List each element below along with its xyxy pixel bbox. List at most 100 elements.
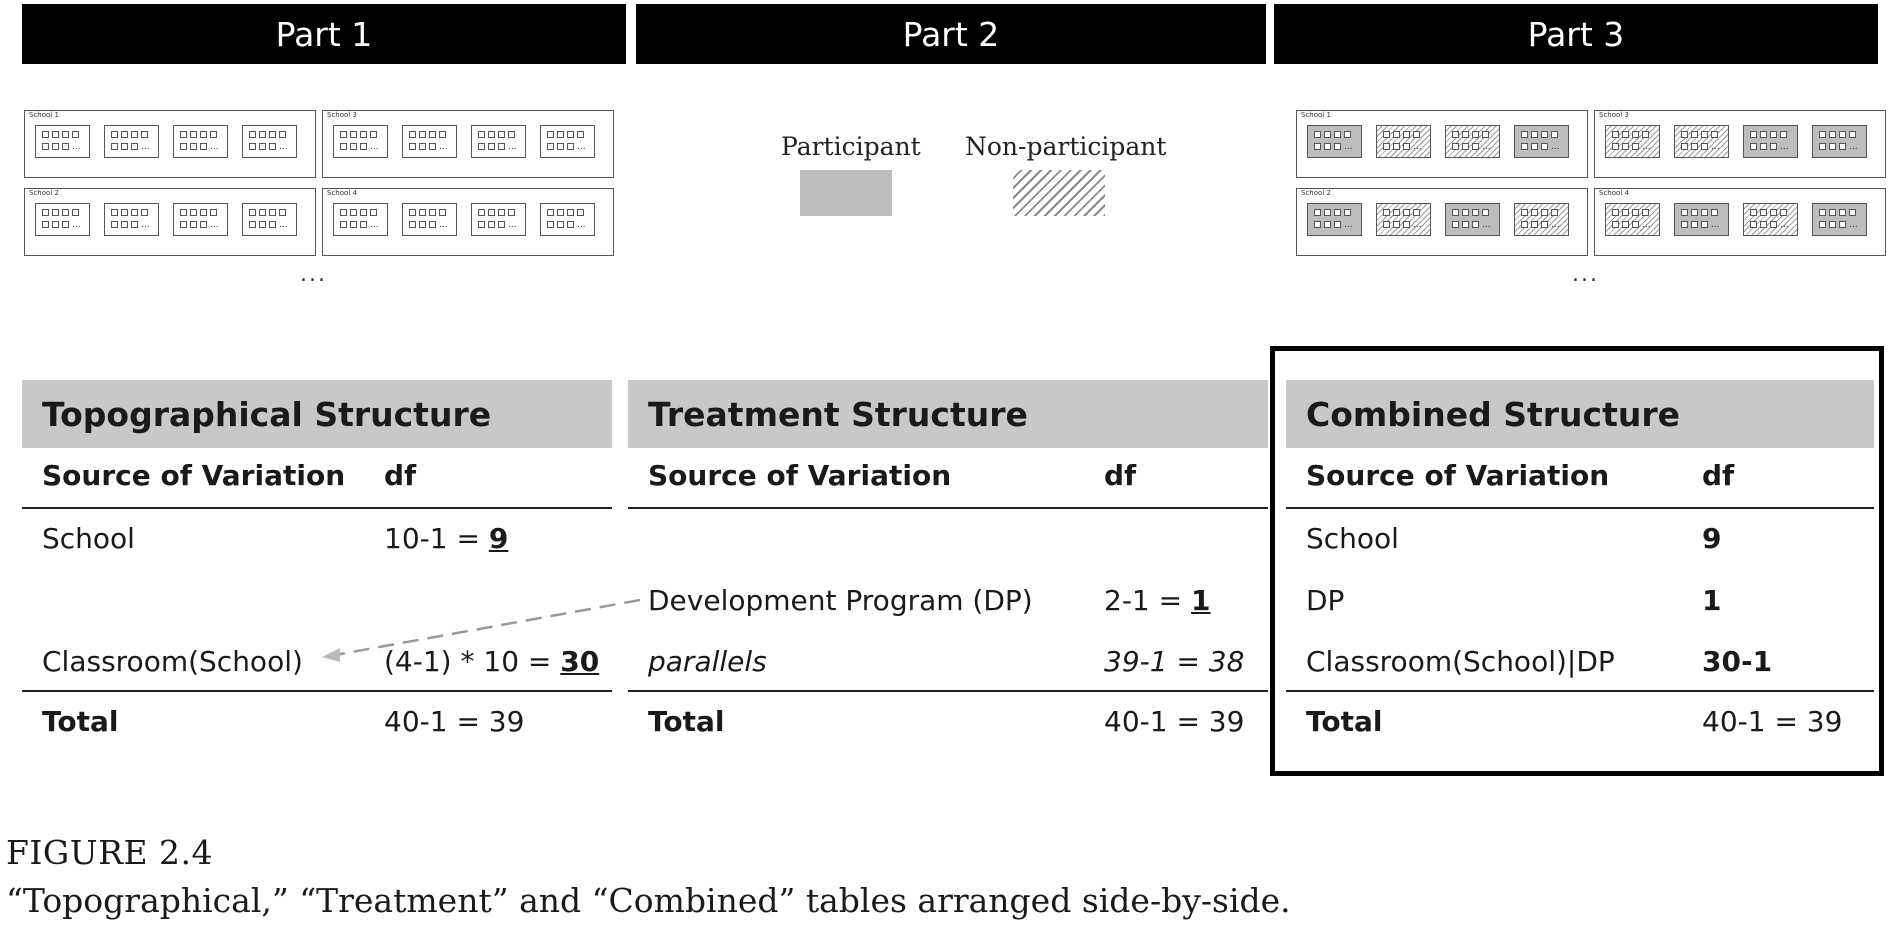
pupil-box — [131, 143, 138, 150]
combined-title: Combined Structure — [1286, 380, 1874, 448]
pupil-box — [1770, 221, 1777, 228]
pupil-box — [1681, 143, 1688, 150]
treatment-dp-source: Development Program (DP) — [648, 584, 1033, 617]
pupil-box — [409, 143, 416, 150]
pupil-box — [557, 143, 564, 150]
pupil-box — [1711, 131, 1718, 138]
pupil-box — [1541, 131, 1548, 138]
classroom-box: ... — [1376, 203, 1431, 236]
pupil-box — [52, 221, 59, 228]
pupil-box — [419, 131, 426, 138]
dashed-arrow-line — [334, 598, 641, 657]
classroom-box: ... — [1605, 203, 1660, 236]
pupil-box — [180, 131, 187, 138]
pupil-box — [1701, 209, 1708, 216]
pupil-more: ... — [210, 142, 219, 152]
school-box: School 3............ — [322, 110, 614, 178]
pupil-box — [360, 131, 367, 138]
pupil-box — [1462, 131, 1469, 138]
pupil-box — [488, 209, 495, 216]
pupil-box — [269, 221, 276, 228]
pupil-box — [1681, 221, 1688, 228]
pupil-more: ... — [1482, 220, 1491, 230]
treatment-dp-df: 2-1 = 1 — [1104, 584, 1211, 617]
pupil-box — [1531, 143, 1538, 150]
pupil-box — [1839, 143, 1846, 150]
pupil-box — [1383, 209, 1390, 216]
pupil-box — [439, 131, 446, 138]
pupil-box — [1314, 143, 1321, 150]
treatment-header-rule — [628, 507, 1268, 509]
pupil-box — [498, 209, 505, 216]
school-label: School 1 — [29, 111, 59, 119]
pupil-box — [498, 221, 505, 228]
pupil-box — [1551, 209, 1558, 216]
pupil-more: ... — [1780, 220, 1789, 230]
pupil-box — [360, 221, 367, 228]
pupil-box — [1819, 143, 1826, 150]
pupil-box — [1642, 209, 1649, 216]
pupil-box — [1413, 209, 1420, 216]
combined-col-df: df — [1702, 459, 1735, 492]
pupil-box — [1383, 131, 1390, 138]
pupil-box — [1711, 209, 1718, 216]
pupil-more: ... — [1551, 220, 1560, 230]
treatment-col-source: Source of Variation — [648, 459, 952, 492]
pupil-box — [1829, 143, 1836, 150]
pupil-box — [1403, 209, 1410, 216]
pupil-box — [1403, 143, 1410, 150]
pupil-box — [1622, 143, 1629, 150]
combined-table: Combined Structure Source of Variation d… — [1286, 380, 1874, 760]
pupil-box — [1393, 143, 1400, 150]
pupil-more: ... — [1413, 142, 1422, 152]
classroom-box: ... — [471, 125, 526, 158]
pupil-box — [1780, 131, 1787, 138]
pupil-box — [121, 131, 128, 138]
pupil-box — [1472, 221, 1479, 228]
school-box: School 4............ — [1594, 188, 1886, 256]
pupil-box — [1839, 209, 1846, 216]
pupil-box — [111, 209, 118, 216]
pupil-box — [419, 209, 426, 216]
pupil-box — [1452, 209, 1459, 216]
pupil-box — [1334, 221, 1341, 228]
pupil-box — [1770, 143, 1777, 150]
pupil-box — [42, 143, 49, 150]
pupil-box — [131, 221, 138, 228]
pupil-box — [1334, 131, 1341, 138]
topographical-total-rule — [22, 690, 612, 692]
classroom-box: ... — [333, 203, 388, 236]
pupil-box — [1681, 209, 1688, 216]
pupil-box — [1642, 131, 1649, 138]
pupil-box — [340, 143, 347, 150]
classroom-box: ... — [402, 203, 457, 236]
pupil-box — [1541, 143, 1548, 150]
pupil-box — [488, 143, 495, 150]
topographical-classroom-source: Classroom(School) — [42, 645, 303, 678]
pupil-box — [1314, 209, 1321, 216]
pupil-box — [62, 131, 69, 138]
school-box: School 1............ — [1296, 110, 1588, 178]
pupil-more: ... — [508, 142, 517, 152]
classroom-box: ... — [1445, 203, 1500, 236]
pupil-box — [429, 209, 436, 216]
pupil-box — [1612, 131, 1619, 138]
pupil-box — [1521, 209, 1528, 216]
pupil-box — [1632, 131, 1639, 138]
pupil-box — [1612, 209, 1619, 216]
pupil-box — [1531, 221, 1538, 228]
pupil-more: ... — [370, 142, 379, 152]
pupil-more: ... — [1711, 220, 1720, 230]
combined-dp-df: 1 — [1702, 584, 1722, 617]
pupil-box — [131, 209, 138, 216]
part-1-header: Part 1 — [22, 4, 626, 64]
pupil-box — [340, 209, 347, 216]
school-box: School 1............ — [24, 110, 316, 178]
pupil-more: ... — [370, 220, 379, 230]
pupil-box — [1521, 143, 1528, 150]
pupil-box — [508, 209, 515, 216]
pupil-box — [62, 143, 69, 150]
pupil-more: ... — [577, 142, 586, 152]
pupil-box — [1314, 131, 1321, 138]
